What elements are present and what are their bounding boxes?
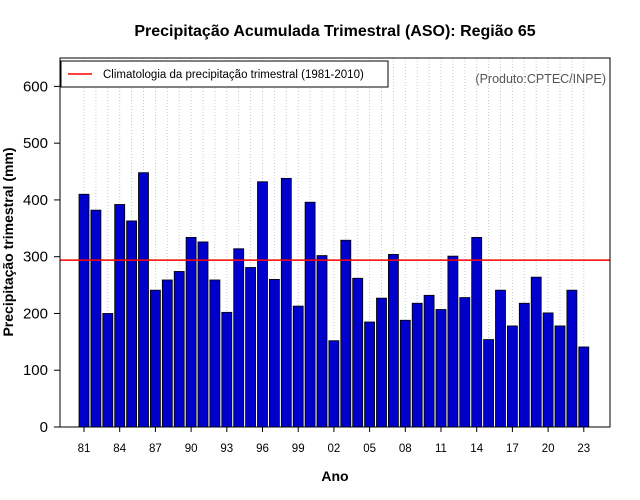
bar-1995 (245, 267, 257, 428)
bar-1982 (90, 209, 102, 428)
bar-2017 (506, 325, 518, 428)
plot-frame (59, 57, 611, 428)
bar-1985 (126, 220, 137, 428)
y-axis: 0 100 200 300 400 500 600 (23, 78, 60, 436)
x-tick-label: 20 (542, 443, 555, 455)
bar-1990 (185, 236, 197, 428)
x-axis-label: Ano (321, 468, 348, 484)
y-tick-label: 200 (23, 305, 48, 322)
bar-2010 (423, 294, 435, 428)
legend: Climatologia da precipitação trimestral … (60, 60, 389, 88)
bar-2016 (495, 289, 506, 428)
bar-1987 (149, 289, 161, 428)
bar-1986 (138, 172, 149, 428)
x-tick-label: 93 (220, 443, 233, 455)
bar-2013 (459, 297, 471, 428)
x-tick-label: 96 (256, 443, 269, 455)
bar-2008 (399, 319, 411, 428)
bar-1993 (221, 311, 233, 428)
x-axis: 81 84 87 90 93 96 99 02 05 08 11 14 17 20 23 (78, 427, 590, 455)
bar-1994 (233, 248, 245, 428)
bar-2006 (376, 297, 387, 428)
bar-2011 (435, 309, 447, 428)
bar-2003 (340, 239, 352, 428)
x-tick-label: 99 (292, 443, 305, 455)
y-tick-label: 500 (23, 135, 48, 152)
bar-2018 (518, 302, 530, 428)
source-note: (Produto:CPTEC/INPE) (475, 72, 606, 86)
bar-2020 (542, 312, 554, 428)
bar-2005 (364, 321, 376, 428)
bar-2009 (411, 302, 423, 428)
bar-2022 (566, 289, 578, 428)
bars-group (78, 172, 590, 428)
x-tick-label: 02 (328, 443, 341, 455)
chart-title: Precipitação Acumulada Trimestral (ASO):… (134, 23, 535, 40)
bar-2000 (304, 201, 316, 428)
bar-1989 (173, 271, 185, 428)
y-tick-label: 300 (23, 249, 48, 266)
x-tick-label: 11 (435, 443, 447, 455)
bar-2007 (387, 254, 399, 428)
bar-1998 (280, 177, 292, 428)
y-tick-label: 100 (23, 362, 48, 379)
x-tick-label: 17 (506, 443, 519, 455)
bar-2004 (352, 277, 364, 428)
bar-1997 (268, 278, 280, 428)
bar-1981 (78, 193, 90, 428)
y-tick-label: 600 (23, 78, 48, 95)
bar-1991 (197, 241, 209, 428)
x-tick-label: 14 (470, 443, 483, 455)
x-tick-label: 05 (363, 443, 376, 455)
legend-box (60, 60, 389, 88)
bar-1988 (161, 279, 173, 428)
bar-2001 (316, 255, 328, 428)
x-tick-label: 87 (149, 443, 162, 455)
x-tick-label: 81 (78, 443, 91, 455)
x-tick-label: 84 (113, 443, 126, 455)
y-axis-label: Precipitação trimestral (mm) (0, 147, 16, 336)
legend-label: Climatologia da precipitação trimestral … (103, 69, 364, 81)
x-tick-label: 90 (185, 443, 198, 455)
bar-2015 (483, 339, 495, 428)
x-tick-label: 23 (577, 443, 590, 455)
bar-2023 (578, 346, 590, 428)
bar-2021 (554, 325, 566, 428)
bar-1983 (102, 313, 114, 428)
x-tick-label: 08 (399, 443, 412, 455)
y-tick-label: 0 (40, 419, 48, 436)
bar-2012 (447, 255, 459, 428)
bar-1996 (257, 181, 268, 428)
bar-1999 (292, 305, 304, 428)
bar-2014 (471, 236, 483, 428)
bar-1984 (114, 204, 126, 428)
bar-1992 (209, 279, 221, 428)
bar-2002 (328, 340, 340, 428)
bar-2019 (530, 276, 542, 428)
y-tick-label: 400 (23, 192, 48, 209)
